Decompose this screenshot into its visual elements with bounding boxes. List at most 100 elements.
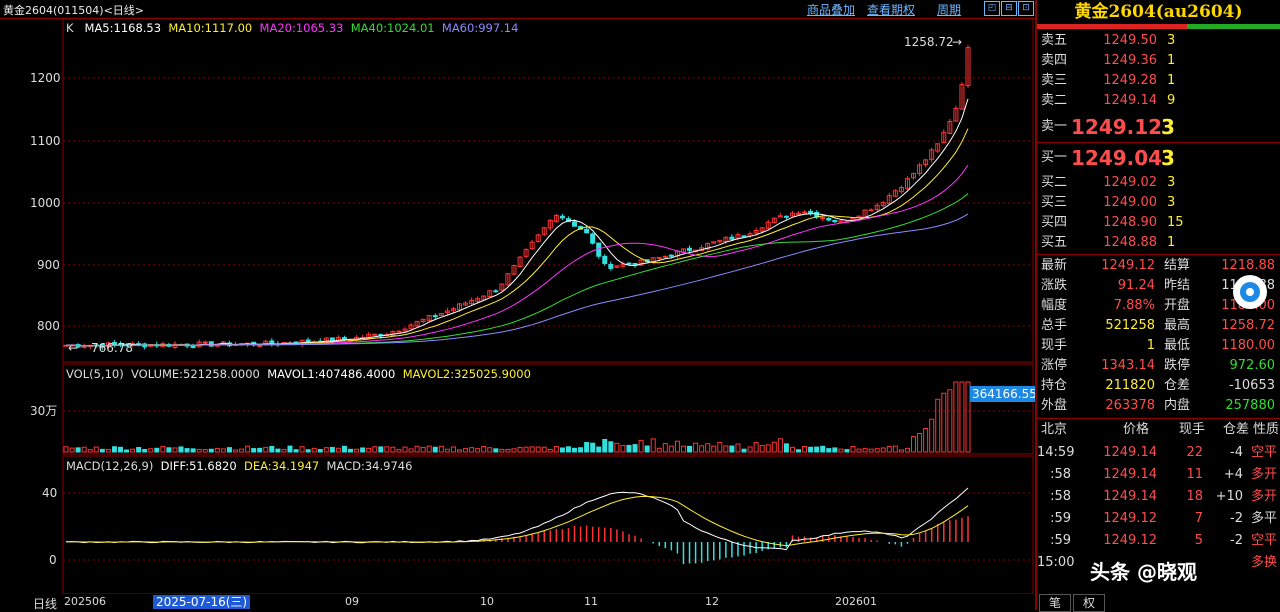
candle-body [208,341,214,347]
stat-value: 1249.12 [1101,258,1155,273]
candle-body [493,290,499,293]
candle-body [626,262,632,265]
ask-level-label: 卖三 [1041,73,1068,88]
stat-label: 仓差 [1164,378,1191,393]
mavol2-value: MAVOL2:325025.9000 [402,367,531,381]
volume-bar [130,448,136,453]
bid-row[interactable]: 买一 1249.04 3 [1037,145,1280,171]
tab-trades[interactable]: 笔 [1039,594,1071,612]
tick-row[interactable]: :59 1249.12 7 -2 多平 [1037,508,1280,530]
ask-price: 1249.50 [1103,33,1157,48]
volume-bar [81,446,87,453]
ask-level-label: 卖五 [1041,33,1068,48]
stat-row[interactable]: 外盘 263378 内盘 257880 [1037,396,1280,416]
candle-body [759,227,765,232]
stat-row[interactable]: 现手 1 最低 1180.00 [1037,336,1280,356]
bid-row[interactable]: 买四 1248.90 15 [1037,213,1280,233]
x-axis-label: 202506 [64,595,106,608]
low-arrow-icon: ← [68,341,78,355]
restore-window-icon[interactable]: ◰ [984,1,1000,16]
tick-price: 1249.14 [1103,445,1157,460]
candle-body [723,237,729,243]
volume-bar [886,445,892,453]
volume-bar [620,444,626,453]
volume-bar [166,447,172,453]
macd-panel-frame [62,455,1034,594]
maximize-window-icon[interactable]: ⊡ [1018,1,1034,16]
volume-bar [917,433,923,453]
volume-bar [420,446,426,453]
stat-label: 现手 [1041,338,1068,353]
candle-body [414,320,420,327]
stat-row[interactable]: 最新 1249.12 结算 1218.88 [1037,256,1280,276]
floating-assistant-button[interactable] [1233,275,1267,309]
volume-bar [190,448,196,453]
ask-row[interactable]: 卖一 1249.12 3 [1037,114,1280,140]
overlay-commodity-link[interactable]: 商品叠加 [807,3,856,17]
volume-bar [741,448,747,453]
candle-body [929,149,935,160]
ask-row[interactable]: 卖四 1249.36 1 [1037,51,1280,71]
stat-row[interactable]: 涨停 1343.14 跌停 972.60 [1037,356,1280,376]
bid-level-label: 买二 [1041,175,1068,190]
candle-body [559,215,565,219]
candle-body [105,342,111,347]
volume-bar [644,445,650,453]
volume-bar [463,448,469,453]
view-options-link[interactable]: 查看期权 [867,3,916,17]
tick-time: :58 [1050,489,1071,504]
bid-row[interactable]: 买三 1249.00 3 [1037,193,1280,213]
volume-bar [862,448,868,453]
stat-row[interactable]: 持仓 211820 仓差 -10653 [1037,376,1280,396]
candle-body [941,131,947,144]
candle-body [450,308,456,311]
kline-chart[interactable]: 1200 1100 1000 900 800 30万 40 0 1258.72 … [0,18,1035,594]
bid-row[interactable]: 买二 1249.02 3 [1037,173,1280,193]
ticks-header-time: 北京 [1041,422,1068,437]
tick-nature: 多平 [1251,511,1278,526]
candle-body [789,212,795,217]
volume-bar [541,446,547,453]
volume-bar [354,448,360,453]
tick-row[interactable]: :59 1249.12 5 -2 空平 [1037,530,1280,552]
volume-bar [529,446,535,453]
volume-bar [850,446,856,453]
y-tick-label: 800 [37,319,60,333]
stat-row[interactable]: 总手 521258 最高 1258.72 [1037,316,1280,336]
ask-row[interactable]: 卖二 1249.14 9 [1037,91,1280,111]
ask-row[interactable]: 卖三 1249.28 1 [1037,71,1280,91]
candle-body [917,164,923,174]
volume-bar [99,448,105,453]
x-axis-label: 10 [480,595,494,608]
ma60-value: MA60:997.14 [441,21,519,35]
tick-row[interactable]: :58 1249.14 11 +4 多开 [1037,464,1280,486]
volume-bar [196,449,202,453]
candle-body [547,219,553,229]
volume-legend: VOL(5,10) VOLUME:521258.0000 MAVOL1:4074… [66,367,531,381]
ask-row[interactable]: 卖五 1249.50 3 [1037,31,1280,51]
bid-row[interactable]: 买五 1248.88 1 [1037,233,1280,253]
volume-bar [753,442,759,453]
tab-rights[interactable]: 权 [1073,594,1105,612]
stat-label: 结算 [1164,258,1191,273]
tick-row[interactable]: 14:59 1249.14 22 -4 空平 [1037,442,1280,464]
volume-bar [384,446,390,453]
volume-bar [305,449,311,453]
volume-bar [251,448,257,453]
volume-bar [826,448,832,453]
tick-position-diff: -2 [1230,533,1243,548]
ticks-header[interactable]: 北京 价格 现手 仓差 性质 [1037,420,1280,440]
ask-price: 1249.14 [1103,93,1157,108]
tick-row[interactable]: :58 1249.14 18 +10 多开 [1037,486,1280,508]
period-link[interactable]: 周期 [937,3,962,17]
tick-row[interactable]: 15:00 多换 [1037,552,1280,574]
volume-bar [456,449,462,453]
volume-bar [69,447,75,453]
volume-bar [226,447,232,453]
bid-volume: 1 [1167,235,1176,250]
x-axis: 日线 202506 09 10 11 12 202601 2025-07-16(… [0,594,1035,611]
volume-bar [341,445,347,453]
candle-body [456,303,462,311]
volume-bar [154,447,160,453]
split-window-icon[interactable]: ⊟ [1001,1,1017,16]
